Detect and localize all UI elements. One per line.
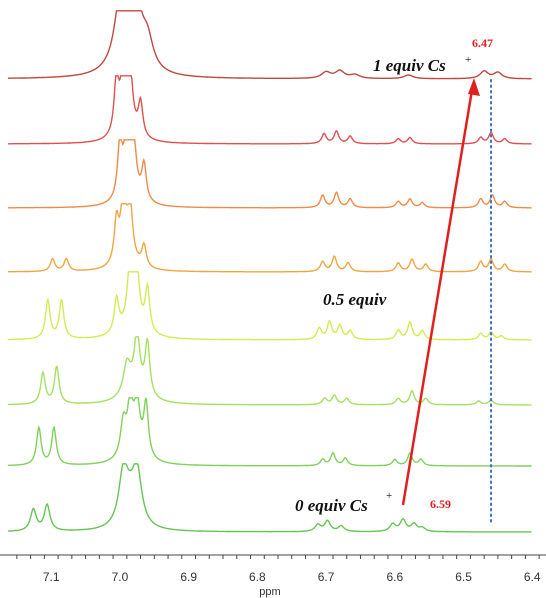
label-top: 1 equiv Cs + [373, 54, 471, 75]
label-0-5-equiv: 0.5 equiv [323, 290, 387, 309]
x-tick-label: 6.7 [318, 570, 335, 584]
x-tick-label: 6.8 [249, 570, 266, 584]
spectrum-trace-8 [8, 10, 532, 80]
x-tick-label: 6.5 [455, 570, 472, 584]
spectrum-trace-2 [8, 397, 532, 467]
spectrum-trace-5 [8, 203, 532, 273]
spectrum-trace-7 [8, 75, 532, 145]
spectrum-trace-1 [8, 463, 532, 533]
x-axis-title: ppm [259, 586, 280, 598]
spectrum-trace-6 [8, 139, 532, 209]
x-axis-ticks: 7.1 7.0 6.9 6.8 6.7 6.6 6.5 6.4 [16, 555, 541, 584]
spectra-group [8, 10, 532, 533]
x-tick-label: 6.4 [524, 570, 541, 584]
value-label-6-59: 6.59 [430, 497, 451, 511]
value-label-6-47: 6.47 [472, 36, 493, 50]
spectrum-trace-4 [8, 271, 532, 341]
arrow-head [468, 78, 480, 96]
label-bottom: 0 equiv Cs + [295, 490, 392, 515]
red-arrow [401, 78, 480, 506]
label-1-equiv: 1 equiv Cs [373, 56, 446, 75]
x-tick-label: 7.1 [43, 570, 60, 584]
label-0-equiv: 0 equiv Cs [295, 496, 368, 515]
spectrum-trace-3 [8, 336, 532, 406]
arrow-shaft [401, 89, 474, 506]
x-tick-label: 6.6 [386, 570, 403, 584]
x-tick-label: 7.0 [112, 570, 129, 584]
x-axis: 7.1 7.0 6.9 6.8 6.7 6.6 6.5 6.4 ppm [0, 554, 546, 598]
x-tick-label: 6.9 [180, 570, 197, 584]
label-0-equiv-superscript: + [386, 490, 392, 502]
label-1-equiv-superscript: + [465, 54, 471, 66]
